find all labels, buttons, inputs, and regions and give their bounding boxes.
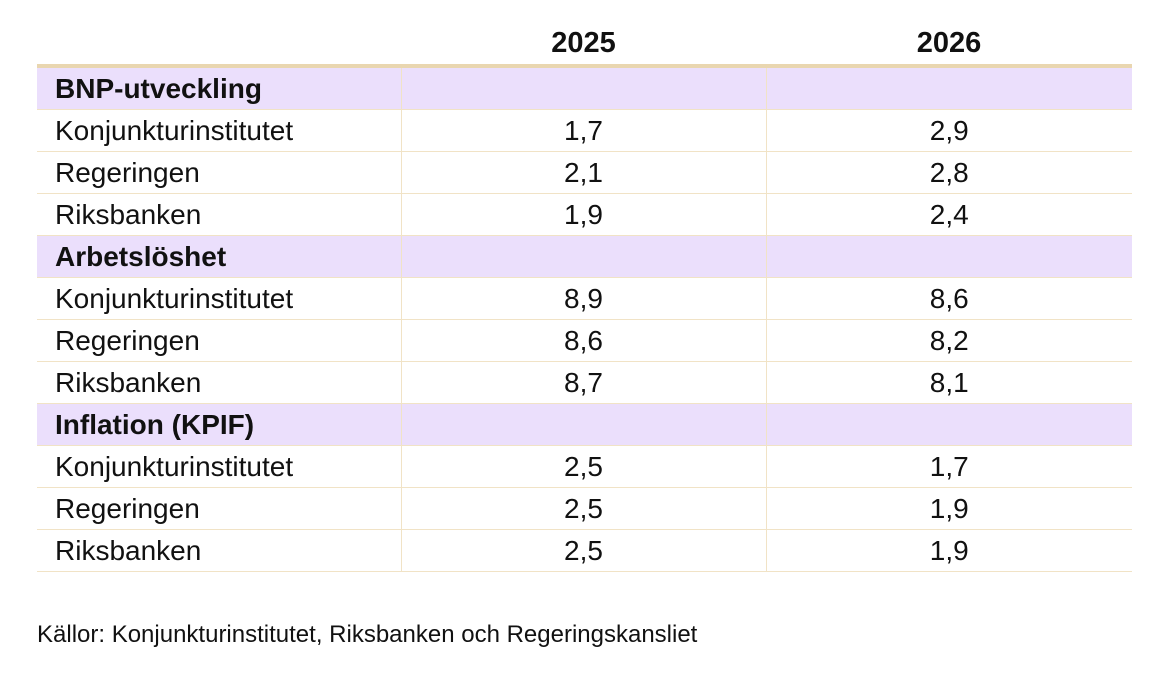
value-2025: 2,5 bbox=[400, 487, 766, 530]
row-source-label: Regeringen bbox=[37, 151, 401, 194]
section-empty-cell bbox=[400, 235, 766, 278]
table-row: Riksbanken 8,7 8,1 bbox=[37, 361, 1132, 404]
row-source-label: Konjunkturinstitutet bbox=[37, 109, 401, 152]
section-empty-cell bbox=[400, 403, 766, 446]
row-source-label: Riksbanken bbox=[37, 361, 401, 404]
row-source-label: Regeringen bbox=[37, 487, 401, 530]
forecast-table-container: 2025 2026 BNP-utveckling Konjunkturinsti… bbox=[37, 22, 1132, 572]
section-title: BNP-utveckling bbox=[37, 66, 401, 110]
value-2026: 8,1 bbox=[765, 361, 1132, 404]
value-2026: 2,8 bbox=[765, 151, 1132, 194]
section-title: Inflation (KPIF) bbox=[37, 403, 401, 446]
table-row: Riksbanken 1,9 2,4 bbox=[37, 193, 1132, 236]
value-2026: 8,2 bbox=[765, 319, 1132, 362]
row-source-label: Riksbanken bbox=[37, 193, 401, 236]
row-source-label: Riksbanken bbox=[37, 529, 401, 572]
row-source-label: Konjunkturinstitutet bbox=[37, 277, 401, 320]
source-footnote: Källor: Konjunkturinstitutet, Riksbanken… bbox=[37, 621, 698, 648]
table-row: Regeringen 2,5 1,9 bbox=[37, 487, 1132, 530]
value-2025: 1,7 bbox=[400, 109, 766, 152]
value-2025: 2,1 bbox=[400, 151, 766, 194]
value-2026: 1,9 bbox=[765, 487, 1132, 530]
section-row-inflation: Inflation (KPIF) bbox=[37, 403, 1132, 446]
value-2026: 1,9 bbox=[765, 529, 1132, 572]
section-row-bnp: BNP-utveckling bbox=[37, 66, 1132, 110]
value-2025: 2,5 bbox=[400, 445, 766, 488]
value-2025: 8,9 bbox=[400, 277, 766, 320]
value-2025: 2,5 bbox=[400, 529, 766, 572]
section-title: Arbetslöshet bbox=[37, 235, 401, 278]
table-row: Regeringen 2,1 2,8 bbox=[37, 151, 1132, 194]
section-empty-cell bbox=[765, 403, 1132, 446]
table-row: Konjunkturinstitutet 8,9 8,6 bbox=[37, 277, 1132, 320]
value-2025: 8,6 bbox=[400, 319, 766, 362]
table-row: Konjunkturinstitutet 2,5 1,7 bbox=[37, 445, 1132, 488]
section-empty-cell bbox=[765, 66, 1132, 110]
value-2026: 8,6 bbox=[765, 277, 1132, 320]
value-2025: 1,9 bbox=[400, 193, 766, 236]
table-header-row: 2025 2026 bbox=[37, 22, 1132, 68]
section-empty-cell bbox=[765, 235, 1132, 278]
value-2026: 1,7 bbox=[765, 445, 1132, 488]
forecast-table: 2025 2026 BNP-utveckling Konjunkturinsti… bbox=[37, 22, 1132, 572]
table-row: Konjunkturinstitutet 1,7 2,9 bbox=[37, 109, 1132, 152]
section-row-arbetsloshet: Arbetslöshet bbox=[37, 235, 1132, 278]
table-row: Riksbanken 2,5 1,9 bbox=[37, 529, 1132, 572]
value-2026: 2,9 bbox=[765, 109, 1132, 152]
value-2025: 8,7 bbox=[400, 361, 766, 404]
row-source-label: Konjunkturinstitutet bbox=[37, 445, 401, 488]
section-empty-cell bbox=[400, 66, 766, 110]
value-2026: 2,4 bbox=[765, 193, 1132, 236]
header-year-2025: 2025 bbox=[401, 22, 766, 68]
table-row: Regeringen 8,6 8,2 bbox=[37, 319, 1132, 362]
header-year-2026: 2026 bbox=[766, 22, 1132, 68]
header-label-cell bbox=[37, 22, 401, 68]
row-source-label: Regeringen bbox=[37, 319, 401, 362]
